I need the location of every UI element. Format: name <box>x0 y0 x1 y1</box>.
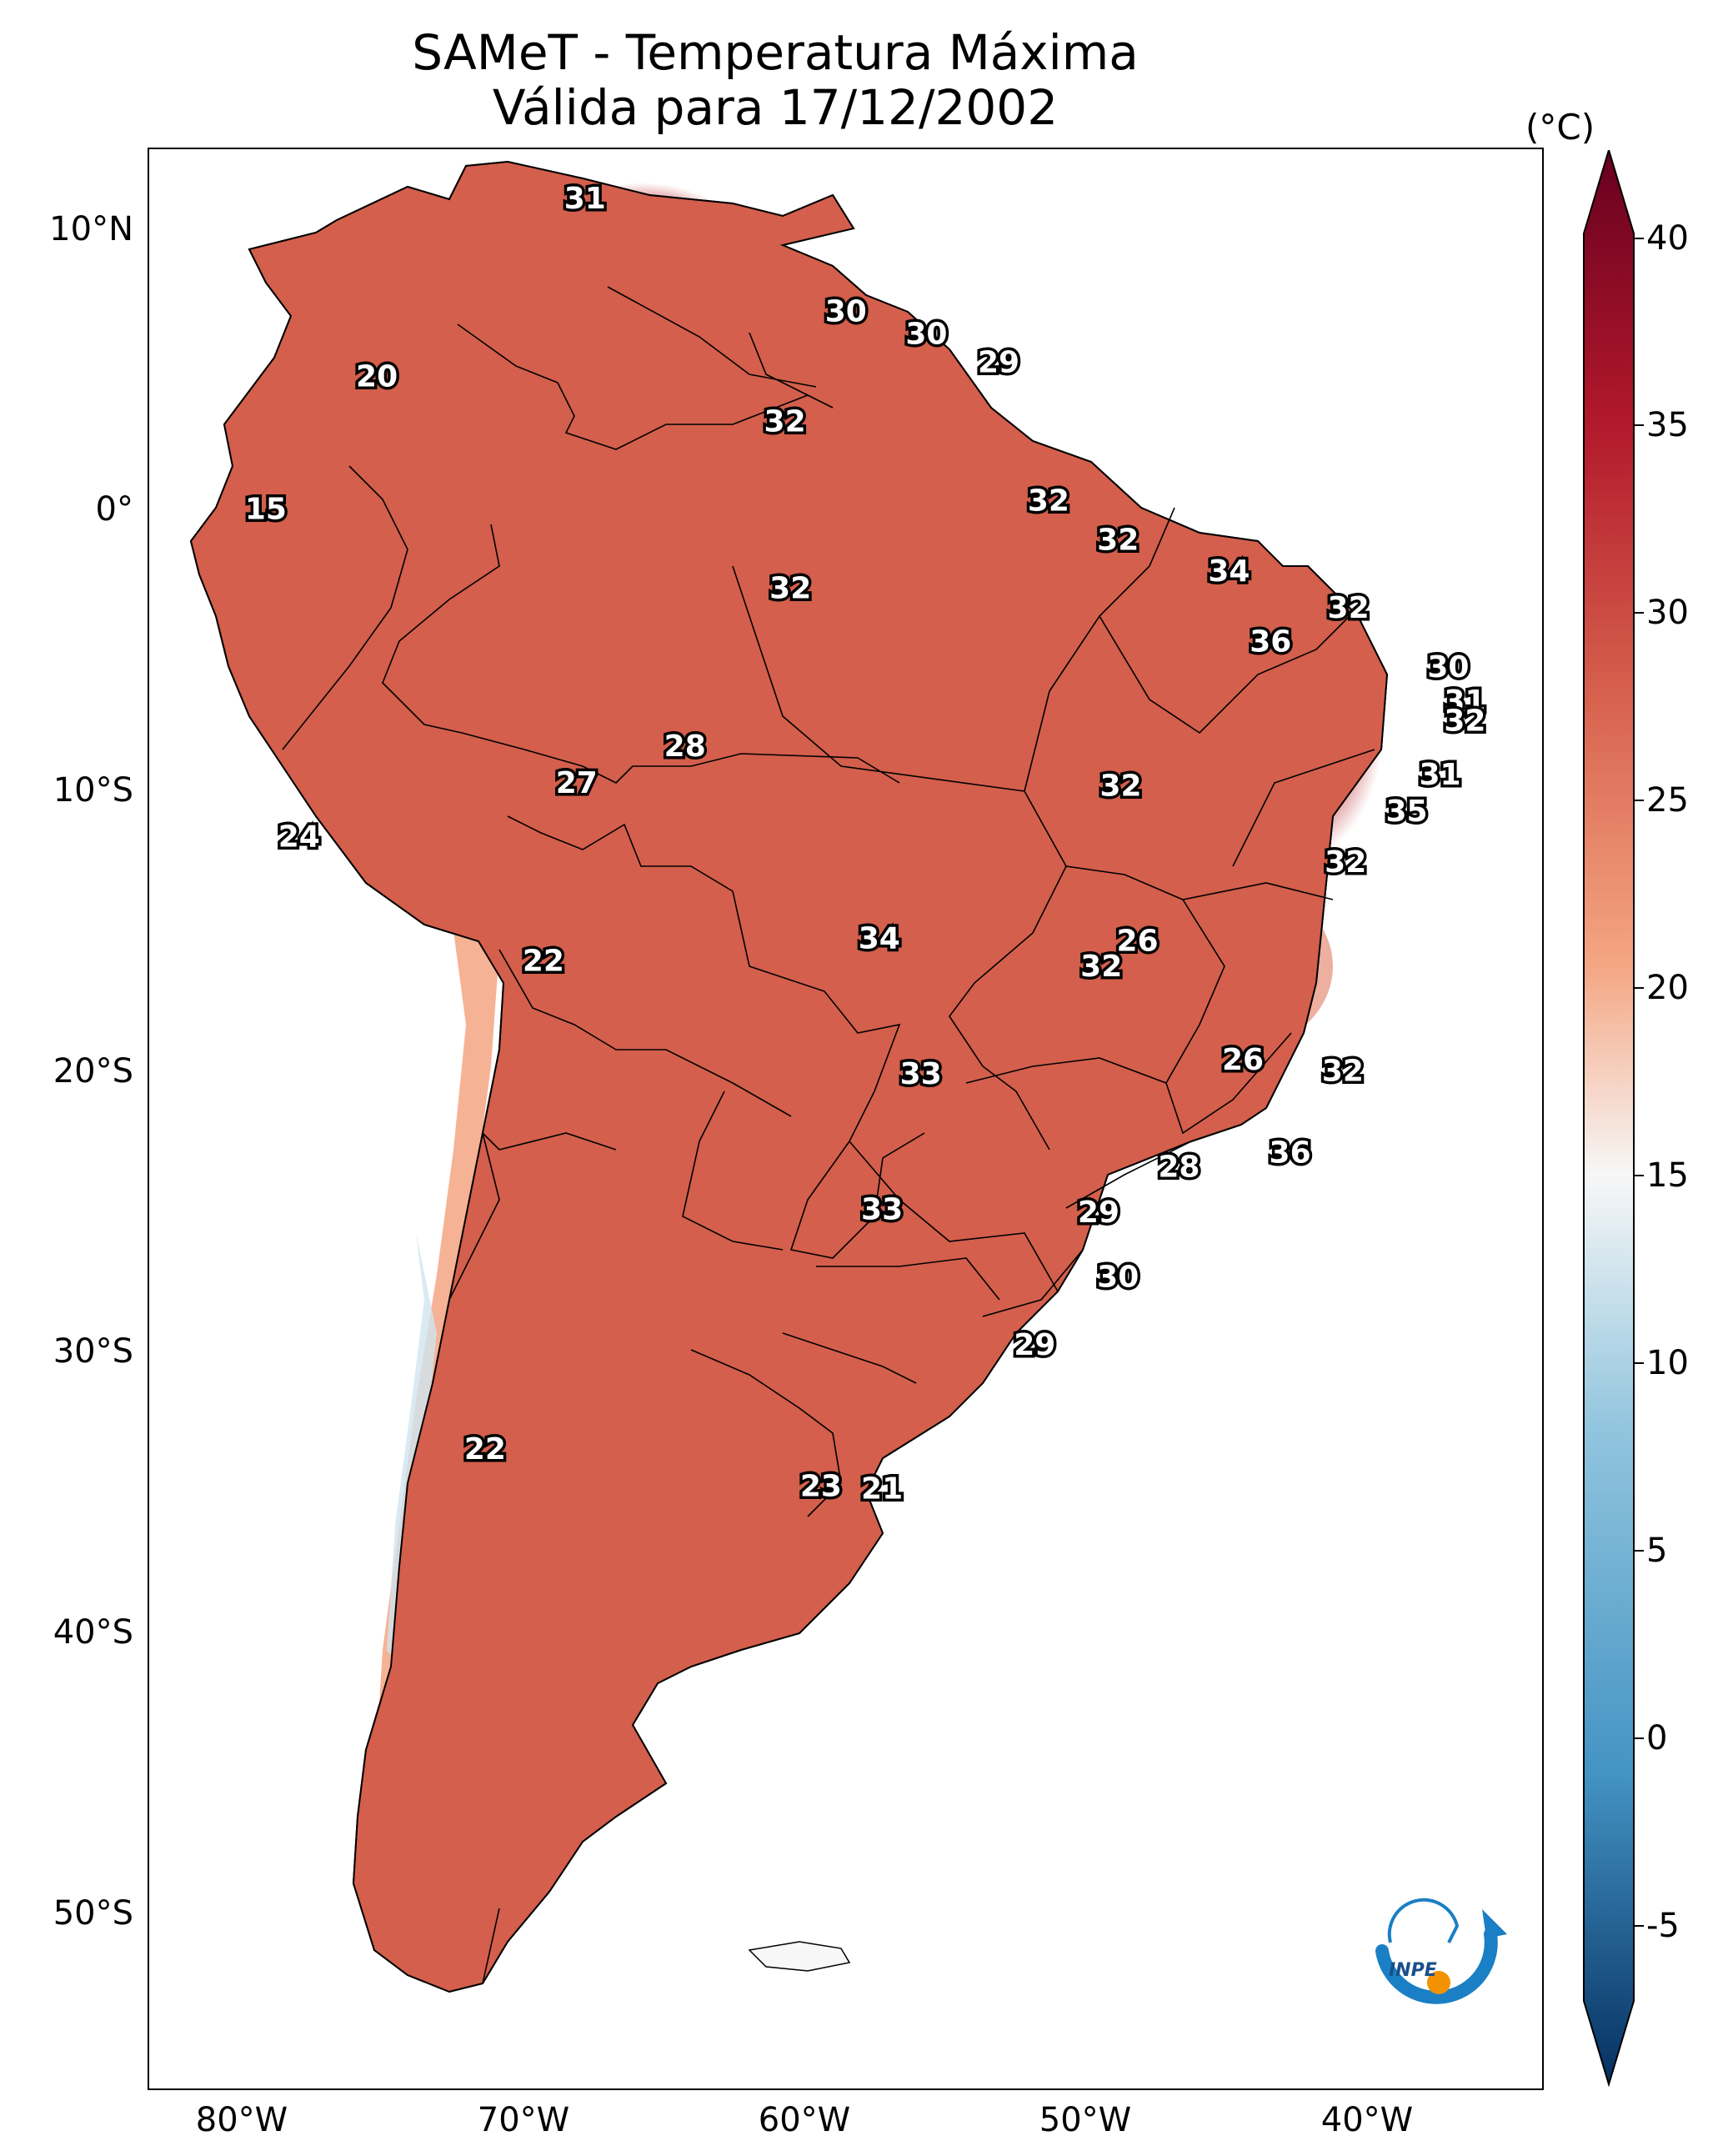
inpe-logo: INPE <box>1375 1898 1507 2004</box>
lon-tick-label: 40°W <box>1320 2101 1414 2139</box>
contour-label: 31 <box>564 182 606 216</box>
falkland-islands <box>748 1941 851 1972</box>
colorbar-body <box>1583 150 1635 2088</box>
contour-label: 22 <box>523 944 564 978</box>
contour-label: 34 <box>859 921 900 955</box>
contour-label: 29 <box>1078 1196 1119 1230</box>
contour-label: 32 <box>1028 484 1069 518</box>
colorbar-tick-label: -5 <box>1646 1907 1680 1945</box>
lat-tick-label: 20°S <box>53 1052 133 1091</box>
lat-tick-label: 50°S <box>53 1894 133 1933</box>
contour-label: 32 <box>1097 524 1139 558</box>
svg-text:INPE: INPE <box>1389 1960 1437 1981</box>
contour-label: 30 <box>905 318 947 352</box>
chart-title-line1: SAMeT - Temperatura Máxima <box>412 24 1139 81</box>
contour-label: 32 <box>764 405 806 439</box>
lat-tick-label: 0° <box>95 490 133 529</box>
contour-label: 32 <box>769 571 811 605</box>
map-panel: 31 30 30 29 20 32 15 32 32 34 32 32 36 30 31 32 28 31 27 32… <box>148 148 1544 2090</box>
lat-tick-label: 10°S <box>53 771 133 810</box>
contour-label: 35 <box>1385 795 1427 829</box>
lat-tick-label: 40°S <box>53 1613 133 1652</box>
colorbar-tick-label: 25 <box>1646 781 1689 820</box>
contour-label: 26 <box>1222 1043 1264 1077</box>
contour-label: 20 <box>356 359 398 394</box>
country-borders <box>282 286 1375 1984</box>
contour-label: 29 <box>978 345 1019 379</box>
lon-tick-label: 50°W <box>1039 2101 1132 2139</box>
contour-label: 33 <box>900 1057 942 1091</box>
colorbar-tick-label: 30 <box>1646 594 1689 632</box>
colorbar-tick-label: 15 <box>1646 1156 1689 1195</box>
contour-label: 31 <box>1444 684 1485 719</box>
contour-label: 30 <box>1097 1261 1139 1295</box>
contour-label: 23 <box>800 1469 842 1503</box>
contour-label: 28 <box>664 730 706 764</box>
contour-label: 22 <box>464 1432 506 1467</box>
contour-label: 24 <box>278 820 320 854</box>
contour-label: 32 <box>1444 704 1485 739</box>
contour-label: 36 <box>1250 625 1291 659</box>
colorbar-ticks <box>1634 238 1644 1927</box>
colorbar <box>1583 150 1644 2088</box>
contour-label: 32 <box>1325 845 1366 880</box>
lon-tick-label: 80°W <box>195 2101 288 2139</box>
colorbar-tick-label: 40 <box>1646 219 1689 258</box>
colorbar-tick-label: 5 <box>1646 1532 1668 1570</box>
contour-label: 36 <box>1270 1136 1311 1171</box>
contour-label: 32 <box>1322 1054 1364 1088</box>
contour-label: 21 <box>861 1472 903 1507</box>
colorbar-unit: (°C) <box>1525 107 1595 148</box>
contour-label: 31 <box>1419 758 1460 792</box>
contour-label: 33 <box>861 1192 903 1226</box>
lat-tick-label: 30°S <box>53 1332 133 1371</box>
contour-label: 32 <box>1080 950 1122 984</box>
colorbar-tick-label: 10 <box>1646 1344 1689 1382</box>
contour-label: 32 <box>1328 591 1370 625</box>
contour-label: 28 <box>1158 1151 1200 1185</box>
colorbar-tick-label: 0 <box>1646 1719 1668 1757</box>
contour-label: 15 <box>245 493 287 527</box>
lat-tick-label: 10°N <box>49 210 133 248</box>
lon-tick-label: 60°W <box>758 2101 851 2139</box>
contour-label: 26 <box>1116 925 1158 959</box>
contour-label: 30 <box>1427 650 1469 684</box>
lon-tick-label: 70°W <box>477 2101 570 2139</box>
chart-title-line2: Válida para 17/12/2002 <box>492 79 1059 136</box>
contour-label: 30 <box>825 294 867 328</box>
colorbar-tick-label: 35 <box>1646 406 1689 444</box>
contour-label: 34 <box>1208 554 1250 589</box>
colorbar-tick-label: 20 <box>1646 969 1689 1007</box>
contour-label: 32 <box>1099 769 1141 803</box>
contour-label: 29 <box>1014 1328 1055 1362</box>
contour-label: 27 <box>556 766 598 800</box>
